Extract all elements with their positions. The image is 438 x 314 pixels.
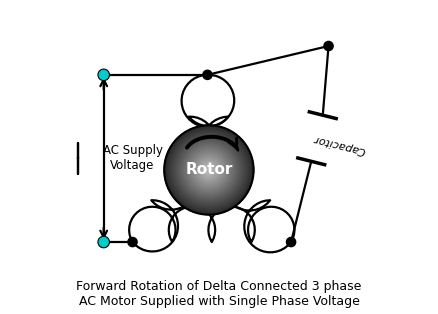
Text: Capacitor: Capacitor	[312, 133, 367, 155]
Circle shape	[198, 159, 219, 181]
Circle shape	[178, 139, 240, 201]
Circle shape	[182, 143, 236, 197]
Circle shape	[206, 167, 212, 173]
Circle shape	[199, 160, 219, 180]
Circle shape	[195, 157, 223, 183]
Circle shape	[196, 157, 222, 182]
Circle shape	[200, 161, 218, 179]
Circle shape	[205, 165, 213, 175]
Text: Rotor: Rotor	[185, 162, 233, 177]
Circle shape	[185, 146, 233, 194]
Circle shape	[194, 156, 223, 184]
Circle shape	[187, 149, 230, 192]
Circle shape	[166, 127, 252, 213]
Circle shape	[204, 165, 214, 175]
Circle shape	[207, 168, 211, 172]
Circle shape	[190, 151, 228, 189]
Circle shape	[180, 140, 238, 199]
Circle shape	[203, 164, 215, 176]
Circle shape	[168, 129, 250, 211]
Text: AC Supply
Voltage: AC Supply Voltage	[102, 144, 162, 172]
Circle shape	[324, 41, 333, 51]
Circle shape	[187, 148, 231, 192]
Circle shape	[184, 145, 234, 195]
Circle shape	[192, 153, 226, 187]
Circle shape	[183, 144, 235, 196]
Circle shape	[193, 154, 225, 186]
Circle shape	[181, 142, 237, 198]
Circle shape	[169, 130, 249, 210]
Circle shape	[180, 141, 237, 198]
Circle shape	[164, 125, 254, 215]
Circle shape	[172, 133, 246, 207]
Circle shape	[197, 158, 220, 181]
Circle shape	[202, 163, 216, 177]
Circle shape	[286, 237, 296, 247]
Circle shape	[179, 140, 239, 200]
Circle shape	[205, 166, 212, 174]
Circle shape	[177, 138, 241, 202]
Circle shape	[98, 69, 110, 81]
Circle shape	[189, 150, 229, 190]
Text: Forward Rotation of Delta Connected 3 phase
AC Motor Supplied with Single Phase : Forward Rotation of Delta Connected 3 ph…	[76, 280, 362, 308]
Circle shape	[170, 132, 247, 208]
Circle shape	[128, 237, 137, 247]
Circle shape	[98, 236, 110, 248]
Circle shape	[170, 131, 248, 209]
Circle shape	[186, 147, 232, 193]
Circle shape	[203, 70, 212, 79]
Circle shape	[191, 152, 227, 188]
Circle shape	[174, 135, 244, 205]
Circle shape	[188, 149, 230, 191]
Circle shape	[208, 169, 210, 171]
Circle shape	[201, 162, 217, 178]
Circle shape	[176, 137, 242, 203]
Circle shape	[165, 126, 253, 214]
Circle shape	[175, 136, 243, 204]
Circle shape	[173, 134, 245, 206]
Circle shape	[194, 155, 224, 185]
Circle shape	[167, 128, 251, 212]
Circle shape	[171, 133, 247, 208]
